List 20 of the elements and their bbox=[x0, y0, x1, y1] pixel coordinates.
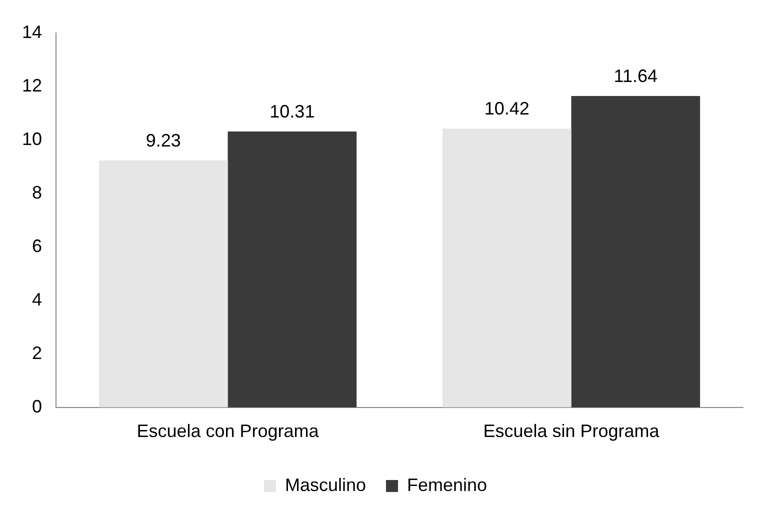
data-label: 10.42 bbox=[484, 98, 530, 119]
x-tick-label: Escuela con Programa bbox=[136, 421, 320, 442]
legend-label: Masculino bbox=[284, 474, 366, 495]
data-label: 11.64 bbox=[614, 66, 658, 86]
legend-label: Femenino bbox=[406, 474, 488, 495]
y-tick-label: 0 bbox=[32, 396, 42, 416]
data-label: 9.23 bbox=[146, 130, 181, 150]
y-tick-label: 4 bbox=[32, 289, 42, 310]
bar bbox=[228, 132, 357, 408]
bar bbox=[571, 96, 700, 408]
y-tick-label: 8 bbox=[32, 182, 42, 202]
data-label: 10.31 bbox=[270, 102, 315, 122]
y-tick-label: 14 bbox=[22, 22, 42, 42]
y-tick-label: 12 bbox=[22, 75, 42, 96]
y-tick-label: 10 bbox=[22, 128, 42, 149]
y-tick-label: 6 bbox=[32, 236, 42, 256]
x-tick-label: Escuela sin Programa bbox=[483, 421, 660, 442]
bar bbox=[442, 128, 572, 408]
y-tick-label: 2 bbox=[32, 342, 42, 363]
bar bbox=[98, 160, 228, 408]
